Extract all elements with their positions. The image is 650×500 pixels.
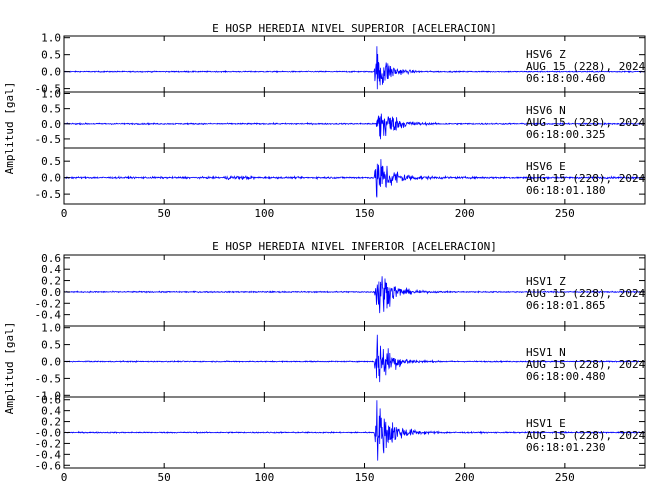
x-tick-label: 50 — [158, 471, 171, 484]
y-tick-label: -1.0 — [35, 389, 62, 402]
chart-1: E HOSP HEREDIA NIVEL SUPERIOR [ACELERACI… — [3, 22, 646, 220]
trace-date-label: AUG 15 (228), 2024 — [526, 172, 646, 185]
y-tick-label: -0.6 — [35, 459, 62, 472]
y-tick-label: 0.4 — [41, 405, 61, 418]
y-tick-label: 1.0 — [41, 88, 61, 101]
y-tick-label: 0.5 — [41, 49, 61, 62]
trace-station-label: HSV1 E — [526, 417, 566, 430]
trace-station-label: HSV1 Z — [526, 275, 566, 288]
y-tick-label: 1.0 — [41, 322, 61, 335]
trace-date-label: AUG 15 (228), 2024 — [526, 287, 646, 300]
x-tick-label: 50 — [158, 207, 171, 220]
y-tick-label: 0.2 — [41, 275, 61, 288]
trace-date-label: AUG 15 (228), 2024 — [526, 116, 646, 129]
y-tick-label: 0.4 — [41, 263, 61, 276]
waveform-line — [63, 46, 646, 90]
trace-date-label: AUG 15 (228), 2024 — [526, 358, 646, 371]
y-tick-label: 0.5 — [41, 103, 61, 116]
y-tick-label: 0.0 — [41, 172, 61, 185]
y-tick-label: 0.0 — [41, 118, 61, 131]
waveform-line — [63, 159, 646, 198]
waveform-line — [64, 113, 646, 140]
x-tick-label: 0 — [61, 471, 68, 484]
x-tick-label: 250 — [555, 207, 575, 220]
y-tick-label: 0.6 — [41, 252, 61, 265]
waveform-line — [63, 334, 646, 383]
y-tick-label: -0.0 — [35, 427, 62, 440]
y-tick-label: -0.5 — [35, 133, 62, 146]
x-tick-label: 0 — [61, 207, 68, 220]
panel-frame — [63, 147, 646, 205]
trace-time-label: 06:18:00.480 — [526, 370, 605, 383]
trace-time-label: 06:18:01.230 — [526, 441, 605, 454]
x-tick-label: 150 — [355, 207, 375, 220]
waveform-line — [63, 276, 646, 314]
y-tick-label: -0.4 — [35, 309, 62, 322]
y-tick-label: -0.5 — [35, 372, 62, 385]
x-tick-label: 200 — [455, 471, 475, 484]
y-tick-label: -0.4 — [35, 448, 62, 461]
y-tick-label: 0.5 — [41, 155, 61, 168]
y-axis-label: Amplitud [gal] — [3, 322, 16, 415]
trace-station-label: HSV6 Z — [526, 48, 566, 61]
trace-time-label: 06:18:01.180 — [526, 184, 605, 197]
y-tick-label: 1.0 — [41, 32, 61, 45]
y-tick-label: 0.0 — [41, 66, 61, 79]
trace-time-label: 06:18:01.865 — [526, 299, 605, 312]
y-tick-label: 0.6 — [41, 394, 61, 407]
trace-date-label: AUG 15 (228), 2024 — [526, 60, 646, 73]
y-tick-label: 0.5 — [41, 339, 61, 352]
y-tick-label: -0.2 — [35, 297, 62, 310]
x-tick-label: 250 — [555, 471, 575, 484]
y-tick-label: 0.2 — [41, 416, 61, 429]
trace-station-label: HSV6 E — [526, 160, 566, 173]
chart-title: E HOSP HEREDIA NIVEL SUPERIOR [ACELERACI… — [212, 22, 497, 35]
chart-2: E HOSP HEREDIA NIVEL INFERIOR [ACELERACI… — [3, 240, 646, 484]
trace-station-label: HSV1 N — [526, 346, 566, 359]
y-axis-label: Amplitud [gal] — [3, 82, 16, 175]
x-tick-label: 150 — [355, 471, 375, 484]
trace-time-label: 06:18:00.460 — [526, 72, 605, 85]
y-tick-label: -0.5 — [35, 188, 62, 201]
x-tick-label: 100 — [254, 207, 274, 220]
waveform-line — [63, 400, 646, 461]
y-tick-label: 0.0 — [41, 286, 61, 299]
y-tick-label: -0.5 — [35, 83, 62, 96]
x-tick-label: 100 — [254, 471, 274, 484]
x-tick-label: 200 — [455, 207, 475, 220]
trace-station-label: HSV6 N — [526, 104, 566, 117]
trace-date-label: AUG 15 (228), 2024 — [526, 429, 646, 442]
y-tick-label: 0.0 — [41, 356, 61, 369]
chart-title: E HOSP HEREDIA NIVEL INFERIOR [ACELERACI… — [212, 240, 497, 253]
y-tick-label: -0.2 — [35, 437, 62, 450]
trace-time-label: 06:18:00.325 — [526, 128, 605, 141]
